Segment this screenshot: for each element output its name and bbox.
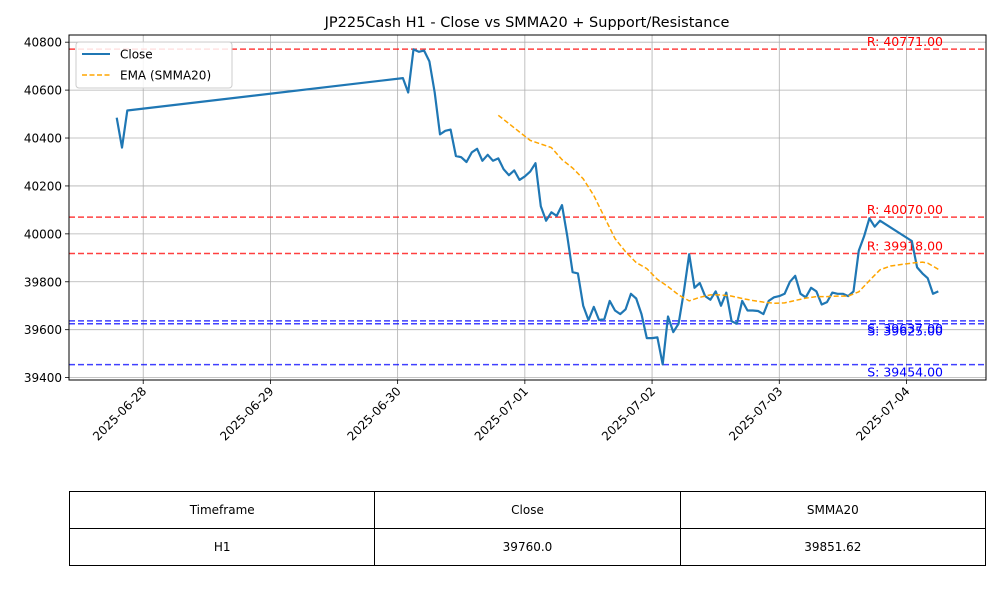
legend-box xyxy=(75,41,233,89)
table-row: H1 39760.0 39851.62 xyxy=(68,528,987,566)
support-label: S: 39454.00 xyxy=(867,365,943,380)
y-tick-label: 40000 xyxy=(24,227,62,241)
table-cell: 39851.62 xyxy=(679,528,987,566)
table-cell: H1 xyxy=(68,528,376,566)
chart: JP225Cash H1 - Close vs SMMA20 + Support… xyxy=(23,15,987,444)
close-series-line xyxy=(115,48,939,366)
y-tick-label: 40200 xyxy=(24,179,62,193)
support-resistance-levels: R: 40771.00 R: 40070.00 R: 39918.00 S: 3963… xyxy=(69,34,986,380)
legend-close-label: Close xyxy=(120,48,153,62)
table-header-row: Timeframe Close SMMA20 xyxy=(68,491,987,529)
y-tick-label: 40600 xyxy=(24,84,62,98)
y-tick-label: 39400 xyxy=(24,371,62,385)
resistance-label: R: 39918.00 xyxy=(867,239,943,254)
table-cell: 39760.0 xyxy=(374,528,681,566)
table-header-cell: Close xyxy=(374,491,681,529)
summary-table: Timeframe Close SMMA20 H1 39760.0 39851.… xyxy=(68,491,987,566)
smma-series-line xyxy=(497,114,939,305)
plot-frame xyxy=(68,34,987,381)
series-lines xyxy=(115,48,939,366)
support-label: S: 39625.00 xyxy=(867,324,943,339)
legend-smma-label: EMA (SMMA20) xyxy=(120,69,211,83)
support-label: S: 39637.00 xyxy=(867,321,943,336)
y-tick-label: 39800 xyxy=(24,275,62,289)
chart-title: JP225Cash H1 - Close vs SMMA20 + Support… xyxy=(324,15,730,31)
table-header-cell: Timeframe xyxy=(68,491,376,529)
y-tick-label: 40800 xyxy=(24,36,62,50)
y-tick-label: 39600 xyxy=(24,323,62,337)
legend: Close EMA (SMMA20) xyxy=(75,41,233,89)
resistance-label: R: 40070.00 xyxy=(867,202,943,217)
y-tick-label: 40400 xyxy=(24,132,62,146)
table-header-cell: SMMA20 xyxy=(679,491,987,529)
resistance-label: R: 40771.00 xyxy=(867,34,943,49)
